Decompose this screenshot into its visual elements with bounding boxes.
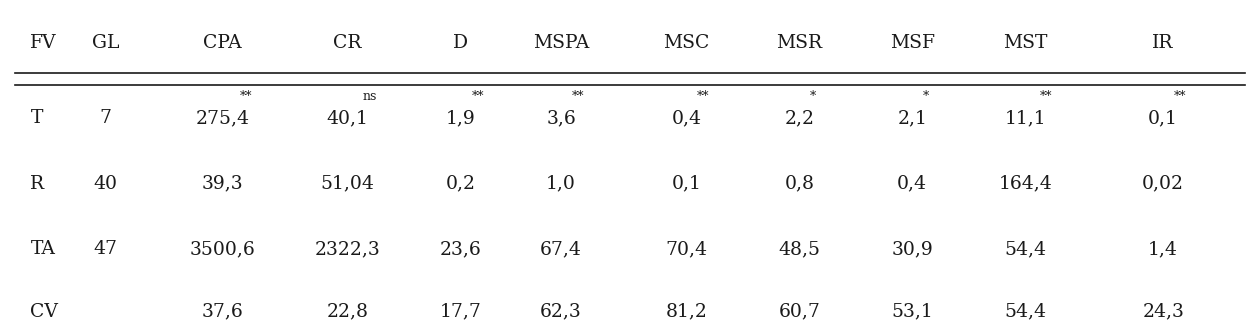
Text: ns: ns (362, 90, 377, 103)
Text: 1,0: 1,0 (546, 175, 576, 193)
Text: 0,4: 0,4 (672, 109, 702, 127)
Text: 0,4: 0,4 (897, 175, 927, 193)
Text: **: ** (1174, 90, 1187, 103)
Text: CPA: CPA (203, 34, 242, 52)
Text: 1,4: 1,4 (1148, 240, 1178, 258)
Text: 39,3: 39,3 (202, 175, 243, 193)
Text: 2,2: 2,2 (784, 109, 814, 127)
Text: 0,1: 0,1 (672, 175, 702, 193)
Text: 7: 7 (100, 109, 112, 127)
Text: 54,4: 54,4 (1004, 303, 1046, 320)
Text: MSF: MSF (890, 34, 935, 52)
Text: *: * (810, 90, 816, 103)
Text: 62,3: 62,3 (541, 303, 582, 320)
Text: 53,1: 53,1 (891, 303, 934, 320)
Text: 3500,6: 3500,6 (189, 240, 256, 258)
Text: **: ** (241, 90, 253, 103)
Text: IR: IR (1153, 34, 1174, 52)
Text: 2,1: 2,1 (897, 109, 927, 127)
Text: 22,8: 22,8 (326, 303, 369, 320)
Text: FV: FV (30, 34, 57, 52)
Text: MST: MST (1003, 34, 1047, 52)
Text: 275,4: 275,4 (195, 109, 249, 127)
Text: 0,1: 0,1 (1148, 109, 1178, 127)
Text: 3,6: 3,6 (546, 109, 576, 127)
Text: **: ** (471, 90, 484, 103)
Text: R: R (30, 175, 44, 193)
Text: 40,1: 40,1 (326, 109, 369, 127)
Text: 30,9: 30,9 (891, 240, 934, 258)
Text: 164,4: 164,4 (998, 175, 1052, 193)
Text: **: ** (1040, 90, 1052, 103)
Text: 11,1: 11,1 (1004, 109, 1046, 127)
Text: 67,4: 67,4 (541, 240, 582, 258)
Text: 47: 47 (93, 240, 117, 258)
Text: CV: CV (30, 303, 58, 320)
Text: 60,7: 60,7 (779, 303, 820, 320)
Text: 2322,3: 2322,3 (315, 240, 381, 258)
Text: GL: GL (92, 34, 120, 52)
Text: MSPA: MSPA (533, 34, 590, 52)
Text: 17,7: 17,7 (440, 303, 481, 320)
Text: CR: CR (334, 34, 362, 52)
Text: 23,6: 23,6 (440, 240, 481, 258)
Text: T: T (30, 109, 43, 127)
Text: 0,2: 0,2 (446, 175, 475, 193)
Text: D: D (454, 34, 469, 52)
Text: 48,5: 48,5 (779, 240, 820, 258)
Text: MSR: MSR (776, 34, 823, 52)
Text: 1,9: 1,9 (446, 109, 475, 127)
Text: 54,4: 54,4 (1004, 240, 1046, 258)
Text: 70,4: 70,4 (665, 240, 707, 258)
Text: 37,6: 37,6 (202, 303, 243, 320)
Text: 0,8: 0,8 (784, 175, 814, 193)
Text: 81,2: 81,2 (665, 303, 707, 320)
Text: 0,02: 0,02 (1142, 175, 1184, 193)
Text: MSC: MSC (663, 34, 709, 52)
Text: **: ** (697, 90, 709, 103)
Text: **: ** (572, 90, 585, 103)
Text: 51,04: 51,04 (321, 175, 374, 193)
Text: 24,3: 24,3 (1143, 303, 1184, 320)
Text: 40: 40 (93, 175, 117, 193)
Text: TA: TA (30, 240, 55, 258)
Text: *: * (924, 90, 929, 103)
